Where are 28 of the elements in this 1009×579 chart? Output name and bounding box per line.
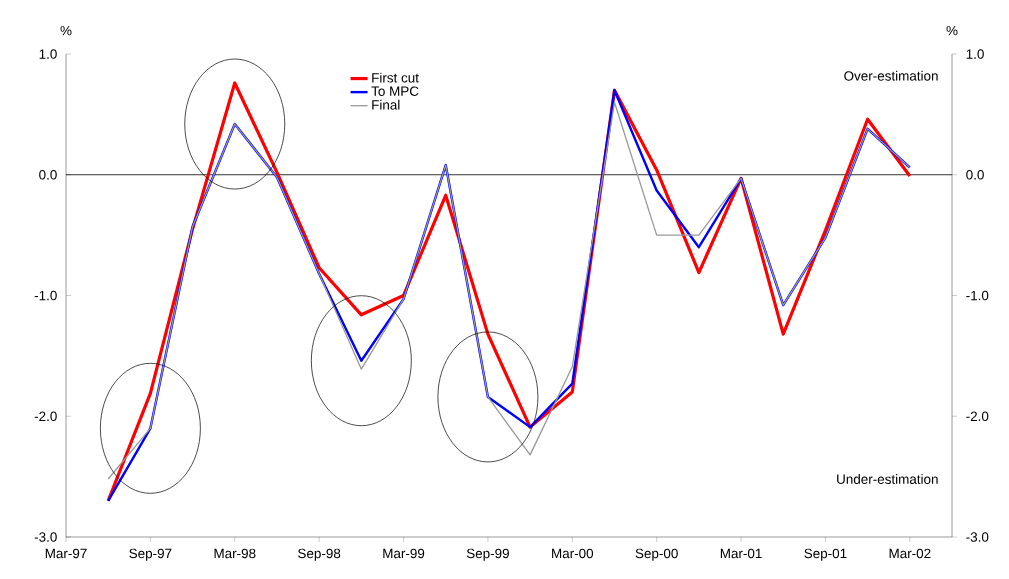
y2-tick-label: -1.0 — [966, 290, 989, 301]
y-tick-label: -2.0 — [34, 411, 57, 421]
x-tick-label: Sep-00 — [635, 548, 678, 561]
legend-label: Final — [372, 99, 400, 110]
x-tick-label: Sep-99 — [466, 548, 509, 561]
x-tick-label: Mar-99 — [383, 548, 425, 559]
annotation: Under-estimation — [837, 474, 938, 484]
legend-label: First cut — [372, 72, 419, 83]
y2-tick-label: -3.0 — [966, 532, 989, 542]
x-tick-label: Sep-98 — [298, 548, 341, 561]
annotation: Over-estimation — [844, 70, 938, 81]
y2-tick-label: 1.0 — [966, 49, 984, 59]
y2-tick-label: 0.0 — [966, 169, 984, 180]
y-tick-label: 0.0 — [39, 169, 57, 180]
y2-tick-label: -2.0 — [966, 411, 989, 421]
y-tick-label: -1.0 — [34, 290, 57, 301]
x-tick-label: Mar-98 — [214, 548, 256, 559]
x-tick-label: Mar-01 — [720, 548, 762, 559]
x-tick-label: Mar-02 — [889, 548, 931, 559]
x-tick-label: Sep-01 — [804, 548, 847, 561]
x-tick-label: Mar-97 — [45, 548, 87, 559]
x-tick-label: Mar-00 — [552, 548, 594, 559]
y2-axis-title: % — [946, 25, 958, 36]
y-tick-label: 1.0 — [39, 49, 57, 59]
legend-label: To MPC — [371, 86, 419, 96]
x-tick-label: Sep-97 — [129, 548, 172, 561]
y-tick-label: -3.0 — [34, 532, 57, 542]
y-axis-title: % — [60, 25, 72, 36]
